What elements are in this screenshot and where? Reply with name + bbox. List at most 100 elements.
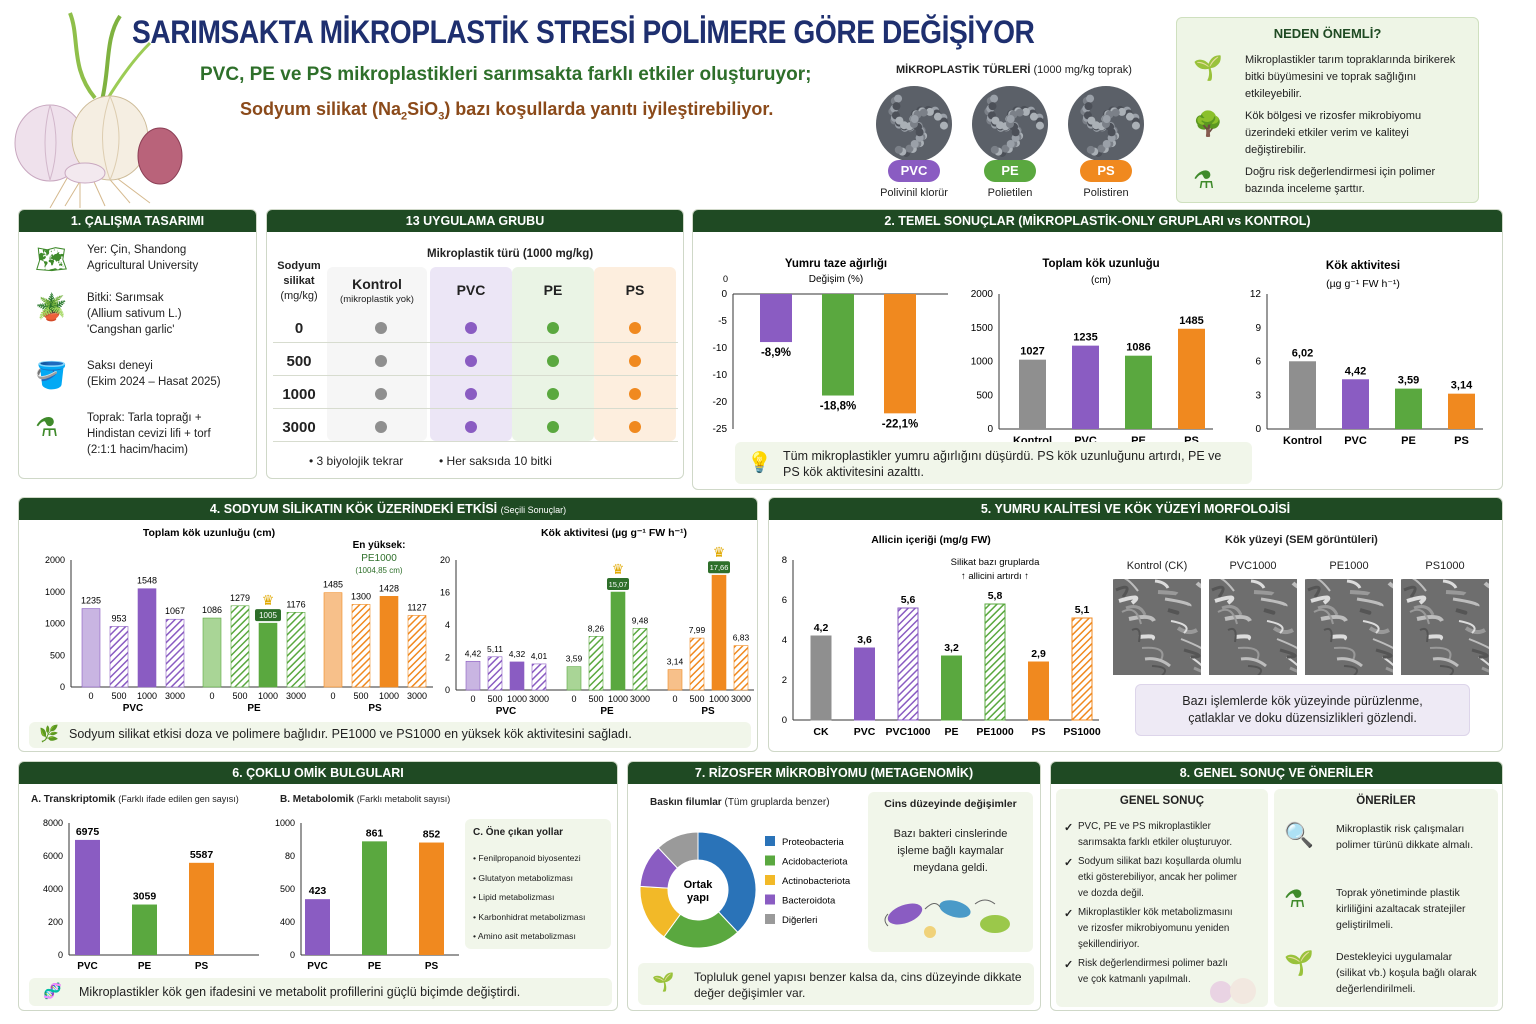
dose-label: 3000 (630, 694, 650, 704)
c2-sub: (cm) (1091, 275, 1111, 286)
design-line: Saksı deneyi (87, 360, 153, 372)
genus-line: Bazı bakteri cinslerinde (893, 828, 1008, 840)
data-label: 6975 (76, 826, 100, 838)
legend-label: Actinobacteriota (782, 876, 851, 887)
flask-icon: ⚗ (1193, 167, 1215, 194)
dose-label: 0 (88, 691, 93, 701)
quality-panel: 5. YUMRU KALİTESİ VE KÖK YÜZEYİ MORFOLOJ… (768, 497, 1503, 752)
bar (854, 647, 875, 721)
conclusion-title: 8. GENEL SONUÇ VE ÖNERİLER (1051, 762, 1502, 784)
tick-label: -10 (713, 343, 728, 354)
category-label: PVC (77, 961, 98, 972)
data-label: 1005 (259, 611, 277, 620)
dose-label: 500 (689, 694, 704, 704)
magnifier-icon: 🔍 (1284, 822, 1314, 849)
data-label: 1086 (202, 605, 222, 615)
tick-label: 4 (445, 620, 450, 630)
genus-box: Cins düzeyinde değişimler Bazı bakteri c… (868, 792, 1033, 952)
bar (1289, 361, 1316, 429)
group-dot (629, 355, 641, 367)
bar (566, 666, 582, 691)
tick-label: 20 (440, 555, 450, 565)
bar (984, 603, 1006, 721)
micro-title: 7. RİZOSFER MİKROBİYOMU (METAGENOMİK) (628, 762, 1040, 784)
tick-label: 0 (60, 682, 65, 692)
tick-label: 0 (782, 715, 787, 726)
donut-center-1: Ortak (684, 879, 714, 891)
c2-title: Toplam kök uzunluğu (1042, 258, 1159, 270)
data-label: 3,6 (857, 634, 872, 646)
tick-label: -25 (713, 424, 728, 435)
data-label: 15,07 (609, 580, 628, 589)
row-divider (273, 408, 678, 409)
category-label: PVC (1344, 435, 1367, 447)
quality-title: 5. YUMRU KALİTESİ VE KÖK YÜZEYİ MORFOLOJ… (769, 498, 1502, 520)
group-label: PVC (496, 706, 517, 717)
legend-swatch (765, 875, 775, 885)
bar (760, 294, 792, 343)
bar (189, 862, 214, 955)
design-panel: 1. ÇALIŞMA TASARIMI 🗺 Yer: Çin, Shandong A… (18, 209, 257, 479)
bar (286, 612, 306, 688)
category-label: PVC1000 (886, 726, 931, 738)
recommend-line: Destekleyici uygulamalar (1336, 951, 1453, 963)
bar (810, 635, 832, 721)
silicate-note: 🌿 Sodyum silikat etkisi doza ve polimere… (29, 722, 751, 748)
polymer-name: Polistiren (1083, 187, 1129, 199)
tick-label: 2 (782, 675, 787, 686)
micro-note-text: Topluluk genel yapısı benzer kalsa da, c… (694, 970, 1022, 1000)
micro-note: 🌱 Topluluk genel yapısı benzer kalsa da,… (638, 963, 1034, 1005)
data-label: 17,66 (710, 563, 729, 572)
dose-label: 3000 (529, 694, 549, 704)
best-name: PE1000 (361, 553, 397, 564)
design-line: (2:1:1 hacim/hacim) (87, 444, 188, 456)
sem-label: PE1000 (1329, 560, 1369, 572)
data-label: 1027 (1020, 346, 1044, 358)
data-label: 4,01 (531, 651, 548, 661)
bar (941, 655, 962, 721)
tick-label: 0 (290, 950, 295, 960)
bar (407, 615, 427, 688)
control-header: Kontrol (352, 276, 402, 292)
row-label: 3000 (282, 419, 316, 436)
data-label: 3,14 (1451, 380, 1473, 392)
pot-icon: 🪣 (35, 360, 68, 390)
c1-title: Yumru taze ağırlığı (785, 258, 887, 270)
row-label: 500 (286, 353, 312, 370)
data-label: 6,02 (1292, 347, 1313, 359)
group-label: PVC (123, 703, 144, 714)
group-dot (547, 355, 559, 367)
row-label: 0 (294, 320, 304, 337)
tick-label: 1500 (971, 323, 994, 334)
tick-label: 6 (782, 595, 787, 606)
bacteria-icon (884, 899, 1010, 938)
col-pvc (430, 267, 512, 441)
omics-charts: 0 200 4000 6000 8000 6975 PVC 3059 PE 5587 PS 0 400 5… (43, 818, 459, 972)
design-line: Hindistan cevizi lifi + torf (87, 428, 211, 440)
tick-label: 8000 (43, 818, 63, 828)
bar (733, 645, 749, 691)
row-divider (273, 375, 678, 376)
omics-note-text: Mikroplastikler kök gen ifadesini ve met… (79, 985, 521, 999)
crown-icon: ♛ (713, 544, 726, 560)
bar (1395, 388, 1422, 429)
groups-panel: 13 UYGULAMA GRUBU Mikroplastik türü (100… (266, 209, 684, 479)
tick-label: 0 (445, 685, 450, 695)
silicate-title: 4. SODYUM SİLİKATIN KÖK ÜZERİNDEKİ ETKİS… (19, 498, 757, 520)
data-label: 1067 (165, 606, 185, 616)
best-value: (1004,85 cm) (355, 566, 402, 575)
recommend-title: ÖNERİLER (1356, 795, 1416, 807)
best-label: En yüksek: (353, 540, 406, 551)
sem-image (1209, 579, 1297, 675)
dose-label: 500 (232, 691, 247, 701)
why-text: Doğru risk değerlendirmesi için polimer … (1245, 166, 1436, 195)
sil-c1-title: Toplam kök uzunluğu (cm) (143, 527, 275, 539)
data-label: 5,1 (1075, 604, 1090, 616)
col-pe (512, 267, 594, 441)
category-label: Kontrol (1283, 435, 1322, 447)
data-label: 5,6 (901, 594, 916, 606)
design-line: (Ekim 2024 – Hasat 2025) (87, 376, 221, 388)
group-dot (547, 388, 559, 400)
conclusion-line: Risk değerlendirmesi polimer bazlı (1078, 958, 1228, 969)
data-label: 5587 (190, 849, 214, 861)
